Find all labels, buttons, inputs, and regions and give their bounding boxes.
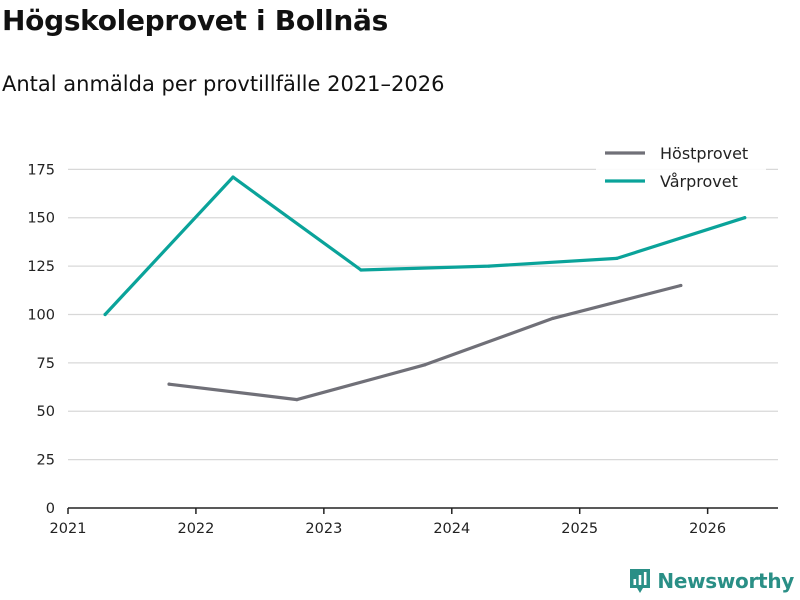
axes: 0 25 50 75 100 125 150 175 2021 2022 2023 2024 2025 2… xyxy=(27,162,778,537)
x-tick-label: 2026 xyxy=(689,521,726,537)
y-tick-label: 0 xyxy=(46,501,55,517)
newsworthy-logo: Newsworthy xyxy=(629,568,794,594)
newsworthy-logo-icon xyxy=(630,569,651,593)
y-tick-label: 175 xyxy=(27,162,55,178)
y-tick-label: 25 xyxy=(37,453,55,469)
chart-title: Högskoleprovet i Bollnäs xyxy=(2,4,388,37)
data-point xyxy=(615,256,619,260)
data-point xyxy=(423,363,427,367)
y-tick-label: 50 xyxy=(37,404,55,420)
x-tick-label: 2021 xyxy=(50,521,87,537)
x-tick-label: 2022 xyxy=(177,521,214,537)
data-point xyxy=(487,264,491,268)
data-point xyxy=(167,382,171,386)
data-point xyxy=(359,268,363,272)
data-point xyxy=(103,312,107,317)
x-tick-label: 2024 xyxy=(433,521,470,537)
data-point xyxy=(231,175,235,179)
x-tick-label: 2023 xyxy=(305,521,342,537)
x-tick-label: 2025 xyxy=(561,521,598,537)
data-point xyxy=(295,398,299,402)
data-point xyxy=(679,283,683,288)
y-tick-label: 150 xyxy=(27,211,55,227)
chart-subtitle: Antal anmälda per provtillfälle 2021–202… xyxy=(2,72,445,96)
data-point xyxy=(743,216,747,220)
series-line-hostprovet xyxy=(167,283,683,402)
legend-label: Höstprovet xyxy=(660,144,748,163)
y-tick-label: 125 xyxy=(27,259,55,275)
legend-label: Vårprovet xyxy=(660,172,738,191)
data-point xyxy=(551,316,555,320)
series-lines xyxy=(103,175,747,402)
gridlines xyxy=(68,168,778,461)
series-line-varprovet xyxy=(103,175,747,317)
newsworthy-logo-text: Newsworthy xyxy=(657,569,794,593)
legend: Höstprovet Vårprovet xyxy=(596,142,766,200)
y-tick-label: 100 xyxy=(27,307,55,323)
y-tick-label: 75 xyxy=(37,356,55,372)
